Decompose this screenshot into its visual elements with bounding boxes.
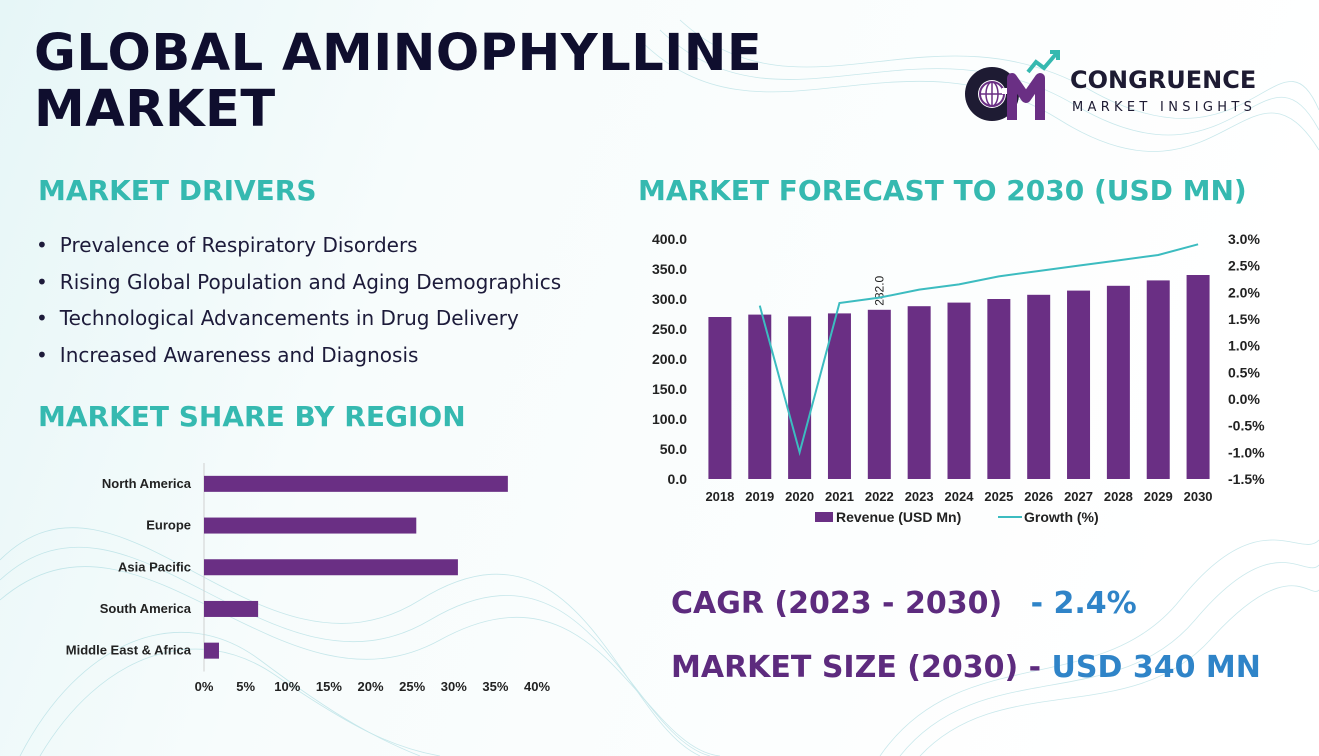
drivers-heading: MARKET DRIVERS [38,174,317,207]
forecast-left-tick: 200.0 [652,351,687,367]
forecast-right-tick: 0.0% [1228,391,1260,407]
forecast-x-tick: 2030 [1184,489,1213,504]
cagr-value: - 2.4% [1030,586,1137,621]
logo-tagline: MARKET INSIGHTS [1072,100,1257,115]
forecast-x-tick: 2022 [865,489,894,504]
legend-growth-label: Growth (%) [1024,509,1099,525]
forecast-right-tick: -1.0% [1228,444,1265,460]
revenue-bar [1067,290,1091,479]
revenue-bar [1027,294,1051,479]
forecast-x-tick: 2028 [1104,489,1133,504]
region-x-tick: 30% [441,679,467,694]
region-x-tick: 15% [316,679,342,694]
forecast-right-tick: 3.0% [1228,231,1260,247]
forecast-left-tick: 250.0 [652,321,687,337]
region-x-tick: 35% [482,679,508,694]
forecast-left-tick: 350.0 [652,261,687,277]
forecast-x-tick: 2018 [705,489,734,504]
region-x-tick: 0% [195,679,214,694]
market-size-label: MARKET SIZE (2030) - [671,650,1042,685]
title-line-2: MARKET [34,80,276,139]
revenue-bar [788,316,812,479]
forecast-right-tick: 1.0% [1228,338,1260,354]
forecast-left-tick: 0.0 [668,471,688,487]
logo-mark-icon [965,50,1060,121]
revenue-bar [708,317,732,479]
forecast-x-tick: 2024 [945,489,975,504]
revenue-bar [987,299,1011,479]
region-label: North America [102,476,192,491]
region-bar [204,559,458,576]
forecast-x-tick: 2026 [1024,489,1053,504]
forecast-x-tick: 2025 [984,489,1013,504]
driver-item: Rising Global Population and Aging Demog… [36,267,561,304]
region-x-tick: 40% [524,679,550,694]
forecast-x-tick: 2020 [785,489,814,504]
revenue-data-label: 282.0 [872,275,886,305]
driver-item: Technological Advancements in Drug Deliv… [36,303,561,340]
forecast-x-tick: 2023 [905,489,934,504]
region-x-tick: 20% [357,679,383,694]
revenue-bar [947,302,971,479]
region-bar [204,517,417,534]
legend-revenue-swatch [815,512,833,522]
region-bar [204,475,508,492]
forecast-right-tick: -1.5% [1228,471,1265,487]
revenue-bar [867,309,891,479]
drivers-list: Prevalence of Respiratory Disorders Risi… [36,230,561,376]
forecast-left-tick: 400.0 [652,231,687,247]
company-logo: CONGRUENCE MARKET INSIGHTS [962,50,1292,130]
forecast-right-tick: 1.5% [1228,311,1260,327]
forecast-x-tick: 2019 [745,489,774,504]
logo-name: CONGRUENCE [1070,66,1257,94]
forecast-right-tick: 2.5% [1228,258,1260,274]
forecast-right-tick: 2.0% [1228,284,1260,300]
cagr-label: CAGR (2023 - 2030) [671,586,1003,621]
region-label: Middle East & Africa [66,643,192,658]
revenue-bar [1186,275,1210,479]
market-size-value: USD 340 MN [1051,650,1261,685]
forecast-left-tick: 150.0 [652,381,687,397]
region-x-tick: 5% [236,679,255,694]
market-size-stat: MARKET SIZE (2030) - USD 340 MN [671,650,1261,685]
legend-revenue-label: Revenue (USD Mn) [836,509,961,525]
forecast-left-tick: 300.0 [652,291,687,307]
region-label: Asia Pacific [118,559,191,574]
revenue-bar [907,306,931,479]
region-x-tick: 10% [274,679,300,694]
title-line-1: GLOBAL AMINOPHYLLINE [34,24,763,83]
forecast-left-tick: 50.0 [660,441,687,457]
revenue-bar [1146,280,1170,479]
cagr-stat: CAGR (2023 - 2030) - 2.4% [671,586,1137,621]
region-heading: MARKET SHARE BY REGION [38,400,466,433]
forecast-right-tick: -0.5% [1228,418,1265,434]
forecast-x-tick: 2021 [825,489,854,504]
forecast-chart: 0.0 50.0 100.0 150.0 200.0 250.0 300.0 350.0 400… [652,231,1265,525]
forecast-right-tick: 0.5% [1228,364,1260,380]
driver-item: Increased Awareness and Diagnosis [36,340,561,377]
revenue-bar [827,313,851,479]
region-label: South America [100,601,192,616]
forecast-heading: MARKET FORECAST TO 2030 (USD MN) [638,174,1247,207]
region-label: Europe [146,518,191,533]
forecast-left-tick: 100.0 [652,411,687,427]
driver-item: Prevalence of Respiratory Disorders [36,230,561,267]
forecast-x-tick: 2029 [1144,489,1173,504]
region-bar [204,642,219,659]
growth-line [758,243,1199,457]
revenue-bar [1106,285,1130,479]
page-title: GLOBAL AMINOPHYLLINE MARKET [34,26,762,138]
region-share-chart: North America Europe Asia Pacific South Ame… [66,463,550,694]
region-bar [204,600,259,617]
revenue-bar [748,314,772,479]
region-x-tick: 25% [399,679,425,694]
forecast-x-tick: 2027 [1064,489,1093,504]
